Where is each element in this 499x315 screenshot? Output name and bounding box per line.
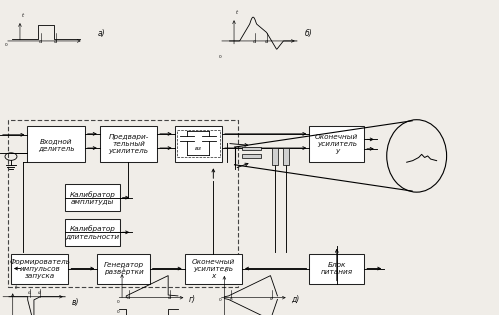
Text: 0: 0 <box>116 300 119 304</box>
Text: Формирователь
импульсов
запуска: Формирователь импульсов запуска <box>9 259 70 278</box>
Text: $t_2$: $t_2$ <box>37 289 43 297</box>
Text: 0: 0 <box>116 310 119 314</box>
Text: $t_2$: $t_2$ <box>269 295 274 303</box>
Text: $t_1$: $t_1$ <box>27 289 33 297</box>
Text: Калибратор
амплитуды: Калибратор амплитуды <box>69 191 115 204</box>
Bar <box>97 254 150 284</box>
Text: Калибратор
длительности: Калибратор длительности <box>65 226 119 239</box>
FancyBboxPatch shape <box>272 148 278 165</box>
Text: $t_2$: $t_2$ <box>53 38 58 46</box>
Text: $t_1$: $t_1$ <box>252 38 257 46</box>
Text: вз: вз <box>195 146 202 151</box>
FancyBboxPatch shape <box>242 147 261 150</box>
Bar <box>27 126 85 162</box>
Text: д): д) <box>291 295 300 304</box>
Text: $t_2$: $t_2$ <box>264 38 269 46</box>
Text: 0: 0 <box>219 298 222 302</box>
Text: t: t <box>123 266 125 271</box>
Text: а): а) <box>98 29 105 38</box>
Bar <box>177 130 220 157</box>
Bar <box>309 254 364 284</box>
Bar <box>309 126 364 162</box>
Text: Оконечный
усилитель
х: Оконечный усилитель х <box>192 259 235 278</box>
Text: Генератор
развертки: Генератор развертки <box>103 262 144 275</box>
Text: Предвари-
тельный
усилитель: Предвари- тельный усилитель <box>108 134 149 154</box>
Text: $t_1$: $t_1$ <box>38 38 43 46</box>
Text: 0: 0 <box>219 55 222 59</box>
Text: t: t <box>14 285 16 290</box>
Bar <box>175 126 222 162</box>
Bar <box>100 126 157 162</box>
Text: $t_1$: $t_1$ <box>229 295 234 303</box>
Text: б): б) <box>304 29 312 38</box>
Bar <box>65 184 120 211</box>
Bar <box>185 254 242 284</box>
FancyBboxPatch shape <box>283 148 289 165</box>
Text: $t_1$: $t_1$ <box>126 295 132 302</box>
Text: t: t <box>22 13 24 18</box>
Bar <box>11 254 68 284</box>
Text: в): в) <box>71 298 79 306</box>
FancyBboxPatch shape <box>242 154 261 158</box>
Text: 0: 0 <box>5 43 8 47</box>
Bar <box>65 219 120 246</box>
Text: Блок
питания: Блок питания <box>321 262 353 275</box>
Text: Оконечный
усилитель
у: Оконечный усилитель у <box>315 134 358 154</box>
Text: г): г) <box>189 295 196 304</box>
Text: Входной
делитель: Входной делитель <box>38 138 74 151</box>
Text: $t_2$: $t_2$ <box>167 295 172 302</box>
Bar <box>8 120 238 287</box>
Text: t: t <box>225 268 227 273</box>
Text: t: t <box>236 10 238 15</box>
